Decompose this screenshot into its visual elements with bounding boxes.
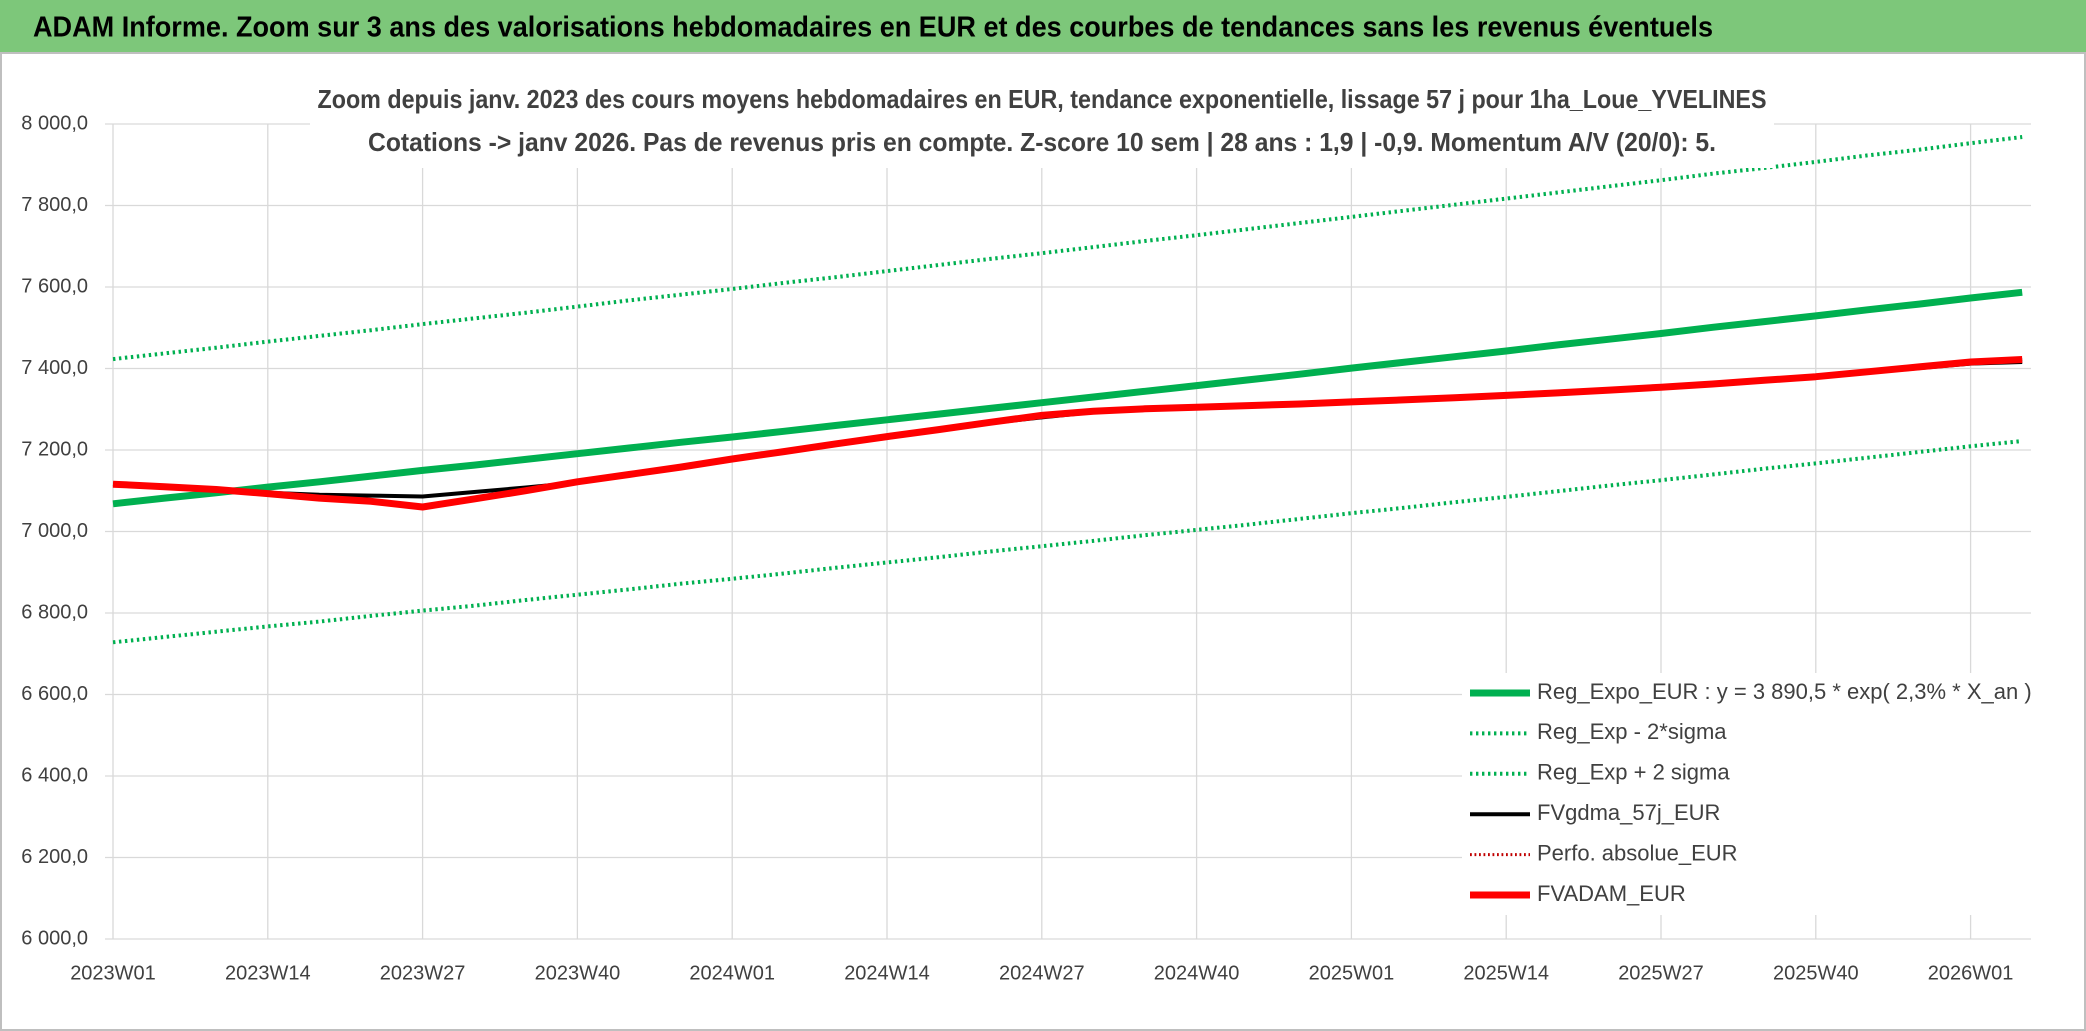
x-tick-label: 2025W27: [1618, 962, 1704, 984]
y-tick-label: 6 400,0: [21, 764, 88, 786]
legend-label: Reg_Exp + 2 sigma: [1537, 760, 1730, 785]
y-tick-label: 8 000,0: [21, 112, 88, 134]
title-background: [310, 82, 1774, 168]
series-line: [112, 288, 2023, 508]
y-tick-label: 7 400,0: [21, 357, 88, 379]
y-tick-label: 6 600,0: [21, 683, 88, 705]
x-tick-label: 2024W27: [999, 962, 1085, 984]
chart-frame: [0, 52, 2086, 1031]
header-title: ADAM Informe. Zoom sur 3 ans des valoris…: [33, 12, 1713, 44]
legend-label: Reg_Exp - 2*sigma: [1537, 719, 1727, 744]
x-tick-label: 2024W14: [844, 962, 930, 984]
y-tick-label: 6 200,0: [21, 846, 88, 868]
legend-label: FVADAM_EUR: [1537, 881, 1686, 906]
x-tick-label: 2026W01: [1928, 962, 2014, 984]
legend-background: [1462, 673, 2034, 915]
legend-label: FVgdma_57j_EUR: [1537, 800, 1720, 825]
y-tick-label: 7 000,0: [21, 520, 88, 542]
x-tick-label: 2023W01: [70, 962, 156, 984]
x-tick-label: 2024W40: [1154, 962, 1240, 984]
legend: Reg_Expo_EUR : y = 3 890,5 * exp( 2,3% *…: [1462, 673, 2034, 915]
x-tick-label: 2023W14: [225, 962, 311, 984]
y-tick-label: 6 000,0: [21, 927, 88, 949]
y-tick-label: 6 800,0: [21, 601, 88, 623]
x-tick-label: 2025W40: [1773, 962, 1859, 984]
header-band: [0, 0, 2086, 53]
y-tick-label: 7 600,0: [21, 275, 88, 297]
y-tick-label: 7 800,0: [21, 194, 88, 216]
series-line: [112, 356, 2023, 511]
x-tick-label: 2025W14: [1463, 962, 1549, 984]
x-tick-label: 2023W40: [535, 962, 621, 984]
legend-label: Reg_Expo_EUR : y = 3 890,5 * exp( 2,3% *…: [1537, 679, 2032, 704]
series-line: [112, 135, 2023, 362]
legend-label: Perfo. absolue_EUR: [1537, 840, 1738, 865]
chart-title: Zoom depuis janv. 2023 des cours moyens …: [318, 84, 1767, 114]
x-tick-label: 2024W01: [689, 962, 775, 984]
chart-subtitle: Cotations -> janv 2026. Pas de revenus p…: [368, 127, 1716, 157]
y-tick-label: 7 200,0: [21, 438, 88, 460]
series-line: [112, 439, 2023, 645]
x-tick-label: 2025W01: [1309, 962, 1395, 984]
x-tick-label: 2023W27: [380, 962, 466, 984]
